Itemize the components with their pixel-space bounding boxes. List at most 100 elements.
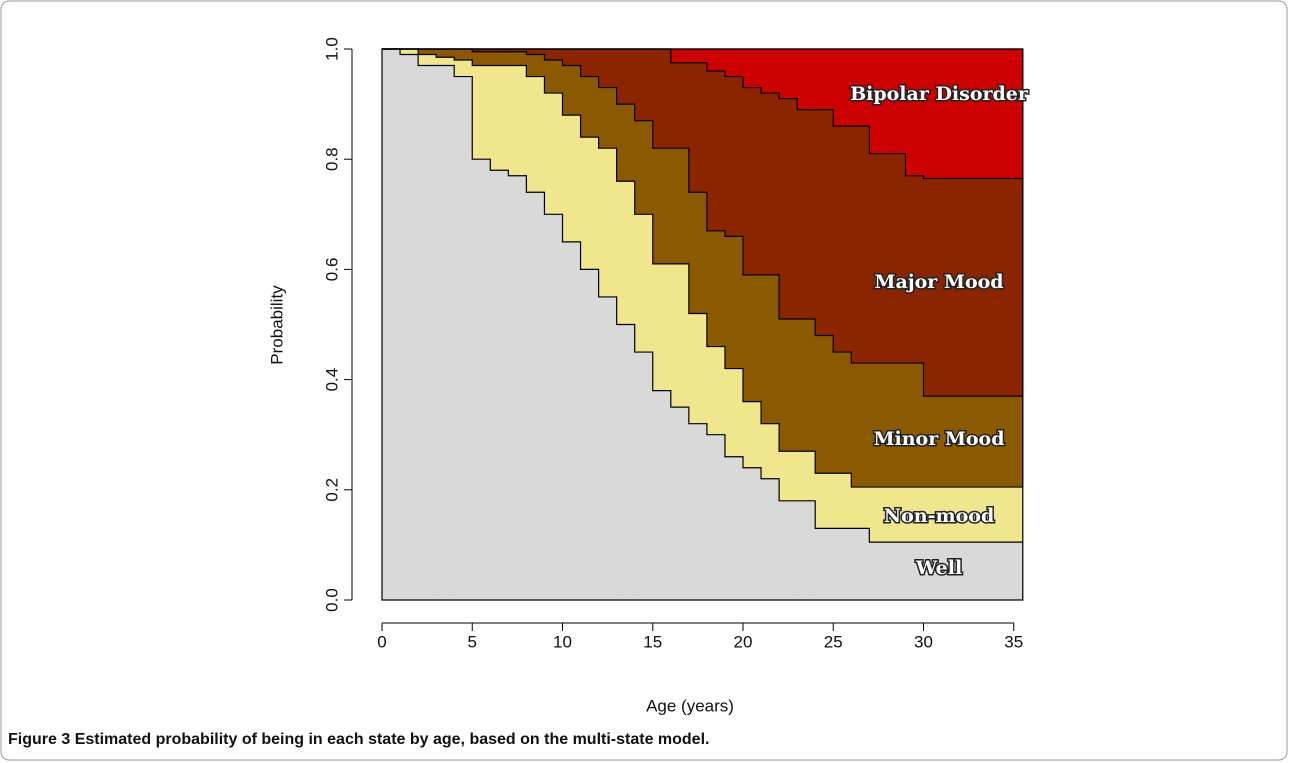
area-step	[905, 362, 925, 488]
caption-label: Figure 3	[8, 731, 70, 748]
area-step	[688, 423, 708, 601]
area-step	[417, 48, 437, 55]
area-step	[526, 48, 546, 55]
area-step	[760, 274, 780, 424]
area-step	[508, 65, 528, 176]
area-step	[706, 230, 726, 347]
area-step	[580, 76, 600, 138]
area-step	[580, 48, 600, 77]
area-step	[887, 362, 907, 488]
area-step	[472, 65, 492, 160]
area-step	[508, 51, 528, 66]
area-step	[399, 54, 419, 601]
area-step	[778, 318, 798, 452]
area-step	[652, 48, 672, 149]
area-step	[472, 158, 492, 601]
state-label: Major Mood	[874, 271, 1003, 293]
area-step	[742, 87, 762, 276]
area-step	[905, 48, 925, 176]
x-tick-label: 5	[468, 632, 477, 651]
area-step	[634, 214, 654, 353]
area-step	[562, 241, 582, 601]
area-step	[490, 65, 510, 171]
area-step	[634, 120, 654, 215]
x-tick-label: 30	[914, 632, 933, 651]
area-step	[778, 48, 798, 99]
area-step	[796, 318, 816, 452]
area-step	[634, 351, 654, 601]
area-step	[742, 401, 762, 469]
area-step	[634, 48, 654, 121]
area-step	[435, 57, 455, 66]
y-tick-label: 0.8	[322, 147, 341, 171]
area-step	[544, 214, 564, 601]
area-step	[399, 48, 419, 55]
x-tick-label: 35	[1004, 632, 1023, 651]
state-label: Well	[915, 557, 962, 579]
area-step	[652, 263, 672, 391]
y-tick-label: 1.0	[322, 37, 341, 61]
area-step	[706, 434, 726, 601]
state-label: Non-mood	[884, 505, 994, 527]
area-step	[887, 541, 907, 601]
area-step	[814, 335, 835, 474]
area-step	[706, 48, 726, 72]
area-step	[706, 346, 726, 435]
state-label: Bipolar Disorder	[850, 83, 1029, 105]
area-step	[688, 62, 708, 193]
area-step	[760, 423, 780, 480]
area-step	[724, 236, 744, 369]
area-step	[670, 147, 690, 265]
area-step	[652, 390, 672, 601]
area-step	[833, 473, 853, 529]
area-step	[616, 180, 636, 325]
area-step	[453, 48, 474, 61]
area-step	[417, 54, 437, 66]
area-step	[869, 153, 889, 364]
area-step	[833, 125, 853, 353]
area-step	[544, 92, 564, 215]
area-step	[742, 48, 762, 88]
area-step	[851, 486, 871, 529]
area-step	[688, 313, 708, 424]
area-step	[869, 362, 889, 488]
caption-text: Estimated probability of being in each s…	[75, 731, 710, 748]
area-step	[453, 59, 474, 77]
area-step	[472, 51, 492, 66]
area-step	[796, 109, 816, 320]
area-step	[580, 269, 600, 601]
area-step	[760, 478, 780, 601]
state-label: Minor Mood	[873, 428, 1004, 450]
area-step	[778, 98, 798, 320]
area-step	[453, 76, 474, 601]
area-step	[526, 54, 546, 77]
x-tick-label: 20	[734, 632, 753, 651]
area-step	[760, 92, 780, 276]
area-step	[544, 48, 564, 61]
area-step	[724, 368, 744, 457]
area-step	[508, 175, 528, 601]
y-tick-label: 0.4	[322, 368, 341, 392]
area-step	[796, 500, 816, 601]
area-step	[724, 76, 744, 237]
area-step	[887, 153, 907, 364]
area-step	[851, 362, 871, 488]
boundary-line	[382, 48, 1023, 397]
area-step	[562, 114, 582, 243]
area-step	[544, 59, 564, 94]
plot-frame	[381, 48, 1024, 601]
area-step	[670, 62, 690, 149]
area-step	[923, 541, 1024, 601]
y-tick-label: 0.0	[322, 588, 341, 612]
area-step	[706, 70, 726, 232]
area-step	[580, 136, 600, 270]
x-tick-label: 25	[824, 632, 843, 651]
area-step	[833, 48, 853, 127]
area-step	[833, 351, 853, 474]
area-step	[435, 48, 455, 58]
y-tick-label: 0.6	[322, 258, 341, 282]
area-step	[905, 175, 925, 364]
x-tick-label: 10	[553, 632, 572, 651]
area-step	[796, 48, 816, 110]
